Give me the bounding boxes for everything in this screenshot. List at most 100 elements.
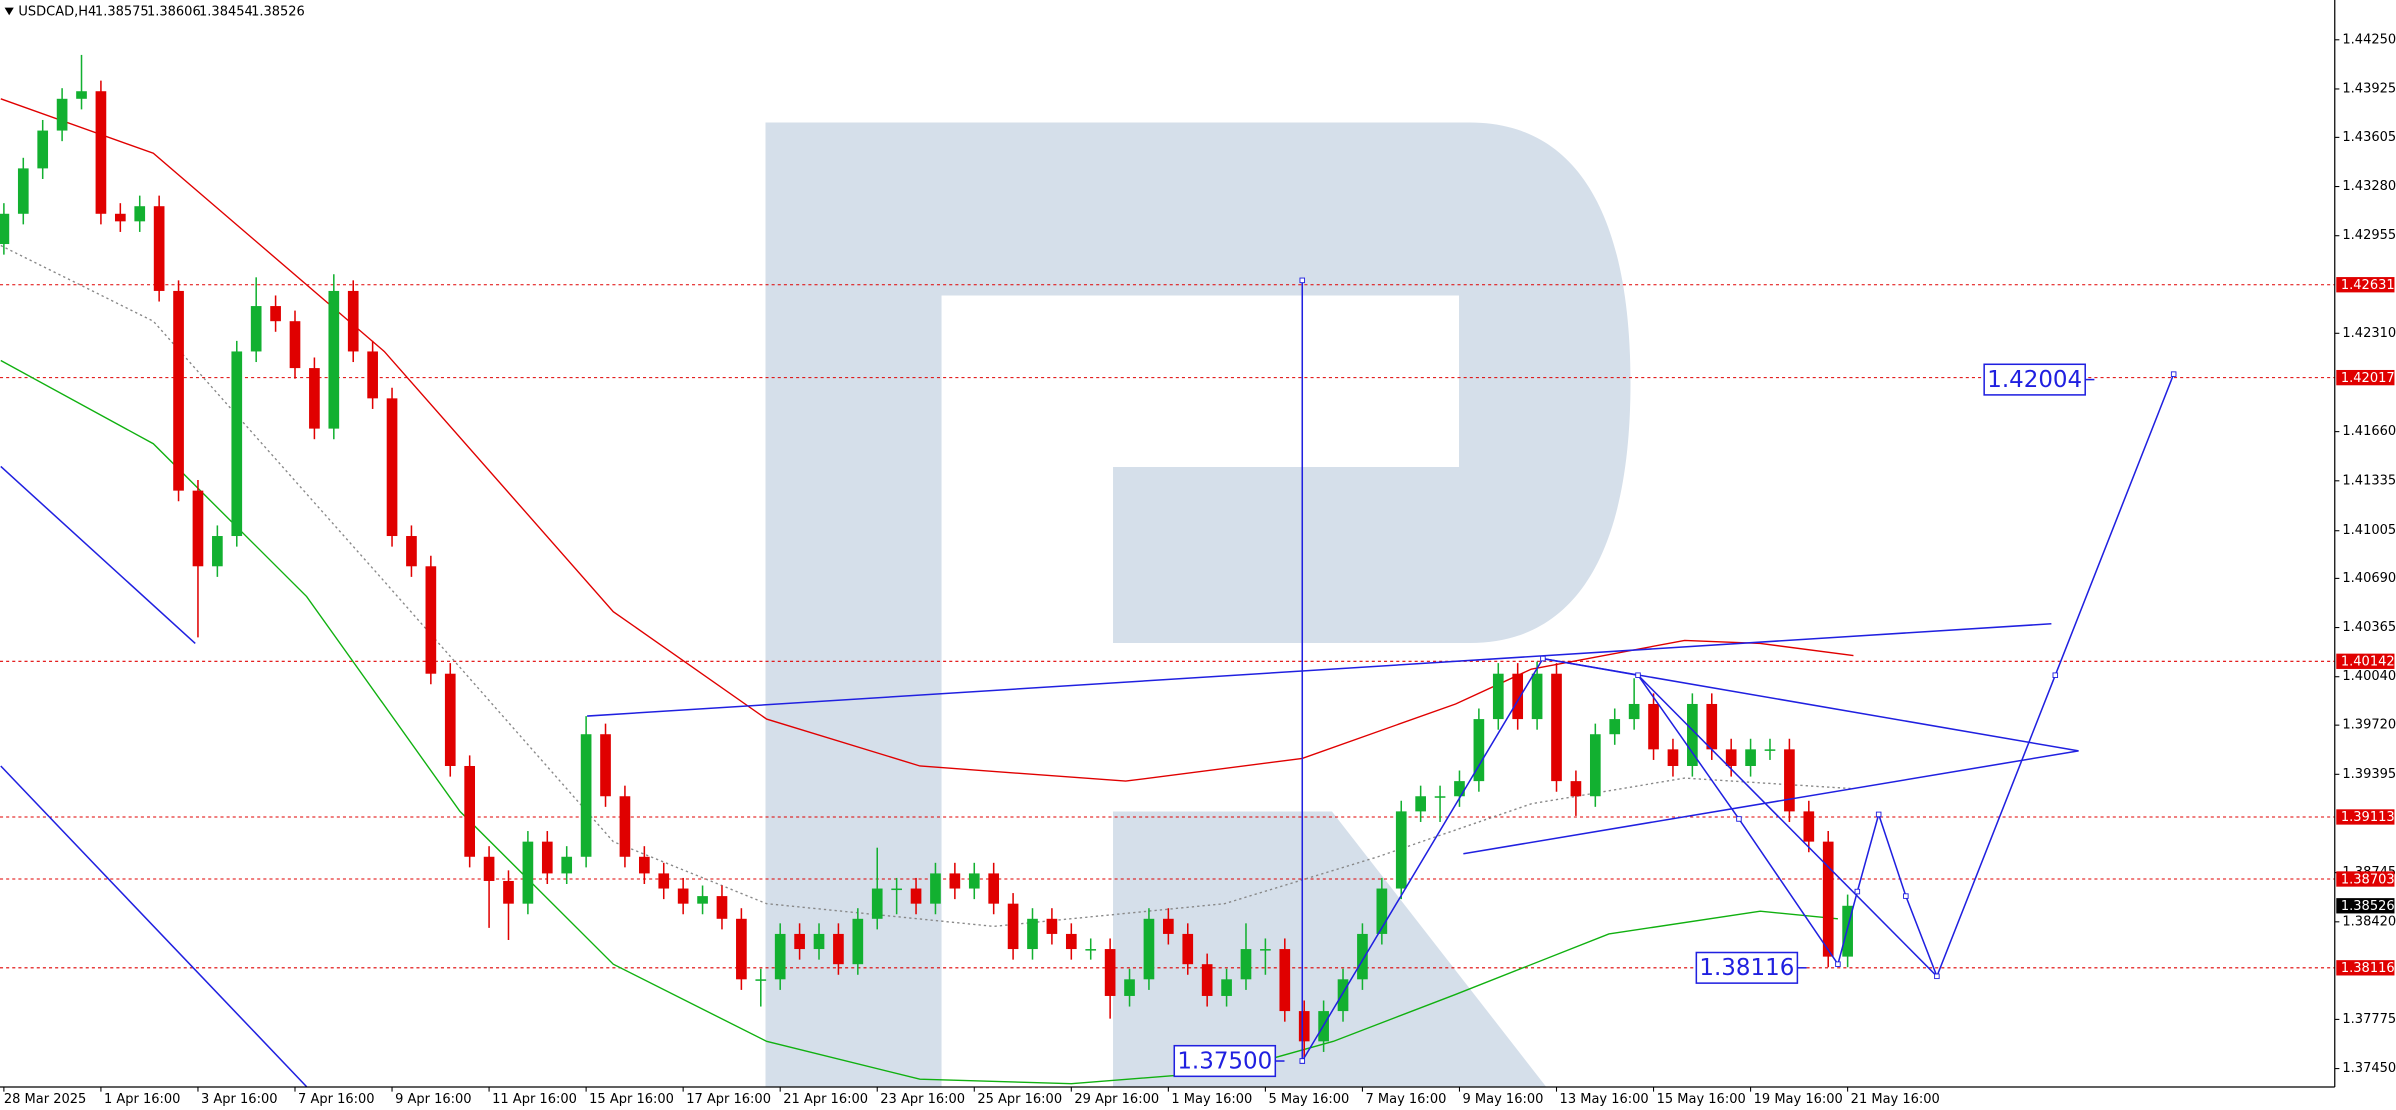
candle-body <box>425 566 437 674</box>
x-tick-label: 3 Apr 16:00 <box>201 1092 277 1107</box>
y-tick-label: 1.43925 <box>2342 81 2396 96</box>
candle-body <box>1182 933 1194 965</box>
candle-body <box>153 206 165 291</box>
level-tag-label: 1.38703 <box>2341 872 2395 887</box>
candle-body <box>1298 1011 1310 1042</box>
x-tick-label: 17 Apr 16:00 <box>686 1092 771 1107</box>
trend-line <box>0 765 308 1088</box>
candle-body <box>1143 918 1155 980</box>
y-tick-label: 1.37775 <box>2342 1012 2396 1027</box>
x-tick-label: 23 Apr 16:00 <box>880 1092 965 1107</box>
candle-body <box>444 673 456 766</box>
candle-body <box>56 98 68 131</box>
candle-body <box>561 856 573 874</box>
candle-body <box>930 873 941 904</box>
vertex-marker <box>1854 888 1861 895</box>
candle-body <box>755 979 767 981</box>
candle-body <box>1531 673 1543 720</box>
y-tick-label: 1.40040 <box>2342 669 2396 684</box>
candle-body <box>639 856 650 874</box>
x-tick-label: 29 Apr 16:00 <box>1074 1092 1159 1107</box>
candle-body <box>1454 781 1465 797</box>
candle-body <box>522 841 534 904</box>
candle-body <box>968 873 980 889</box>
candle-body <box>503 880 514 904</box>
x-tick-label: 15 May 16:00 <box>1657 1092 1746 1107</box>
candle-body <box>774 933 786 980</box>
candle-body <box>1706 703 1718 750</box>
trend-line <box>1463 750 2079 855</box>
candle-body <box>212 536 223 567</box>
vertex-marker <box>1835 961 1841 967</box>
vertex-marker <box>1934 973 1940 980</box>
price-annotation-label: 1.38116 <box>1699 955 1794 981</box>
y-tick-label: 1.44250 <box>2342 32 2396 47</box>
y-tick-label: 1.37450 <box>2342 1061 2396 1076</box>
price-annotation-box <box>1983 363 2086 396</box>
candle-body <box>1473 719 1485 782</box>
watermark-logo <box>765 122 1631 1088</box>
vertex-marker <box>1903 893 1909 899</box>
candle-body <box>1240 949 1252 980</box>
x-tick-label: 9 Apr 16:00 <box>395 1092 471 1107</box>
candle-body <box>1764 749 1776 751</box>
vertex-marker <box>1540 655 1546 662</box>
candle-body <box>910 888 922 904</box>
collapse-icon[interactable] <box>4 7 14 16</box>
vertex-marker <box>1299 277 1306 284</box>
candle-body <box>95 91 107 214</box>
candle-body <box>328 290 340 429</box>
y-tick-label: 1.38420 <box>2342 914 2396 929</box>
candle-body <box>580 734 592 857</box>
candle-body <box>736 918 747 980</box>
x-tick-label: 7 May 16:00 <box>1365 1092 1446 1107</box>
candle-body <box>1046 918 1058 934</box>
candle-body <box>1784 749 1795 812</box>
y-tick-label: 1.43605 <box>2342 130 2396 145</box>
vertex-marker <box>1875 811 1882 818</box>
y-tick-label: 1.43280 <box>2342 179 2396 194</box>
y-tick-label: 1.39720 <box>2342 718 2396 733</box>
candle-body <box>37 130 49 169</box>
candle-body <box>1648 703 1659 750</box>
candle-body <box>1065 933 1077 950</box>
candle-body <box>600 734 611 797</box>
trend-line <box>1637 674 1938 977</box>
level-tag-label: 1.39113 <box>2341 810 2395 825</box>
candle-body <box>406 536 417 567</box>
header-value: 1.38526 <box>251 5 305 20</box>
candle-body <box>1395 811 1407 889</box>
header-value: 1.38454 <box>199 5 253 20</box>
level-tag-label: 1.42631 <box>2341 278 2395 293</box>
candle-body <box>386 398 398 537</box>
x-tick-label: 7 Apr 16:00 <box>298 1092 374 1107</box>
candle-body <box>697 896 708 904</box>
level-tag-label: 1.42017 <box>2341 371 2395 386</box>
candle-body <box>1085 949 1097 951</box>
x-tick-label: 19 May 16:00 <box>1754 1092 1843 1107</box>
vertex-marker <box>1299 1058 1306 1064</box>
candle-body <box>1725 749 1737 766</box>
candle-body <box>1492 673 1504 720</box>
candle-body <box>231 351 243 537</box>
candle-body <box>619 796 631 857</box>
candle-body <box>1512 673 1524 720</box>
y-tick-label: 1.40365 <box>2342 620 2396 635</box>
candle-body <box>541 841 553 874</box>
x-tick-label: 1 Apr 16:00 <box>104 1092 180 1107</box>
candle-body <box>833 933 844 965</box>
candle-body <box>1803 811 1815 842</box>
symbol-title: USDCAD,H4 <box>18 5 96 20</box>
x-tick-label: 5 May 16:00 <box>1268 1092 1349 1107</box>
candle-body <box>852 918 864 965</box>
level-tag <box>2336 369 2395 386</box>
moving-average <box>0 98 1854 782</box>
vertex-marker <box>1736 816 1742 822</box>
current-price-tag <box>2336 898 2395 914</box>
candle-body <box>1376 888 1388 934</box>
candle-body <box>173 290 184 491</box>
candle-body <box>1434 796 1446 798</box>
